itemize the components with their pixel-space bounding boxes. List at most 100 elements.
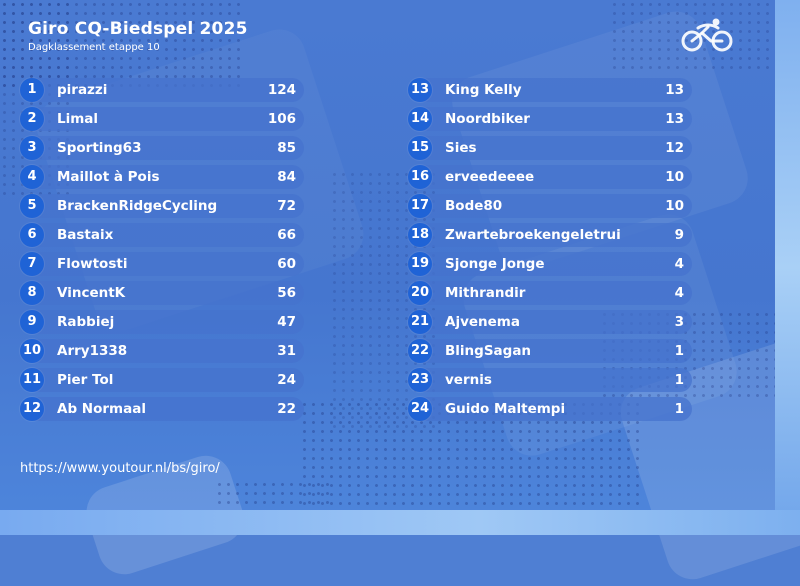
player-points: 1 — [674, 343, 684, 359]
standings-row: 18 Zwartebroekengeletrui 9 — [408, 223, 692, 247]
rank-badge: 11 — [20, 368, 44, 392]
standings-row: 17 Bode80 10 — [408, 194, 692, 218]
rank-badge: 4 — [20, 165, 44, 189]
player-points: 72 — [277, 198, 296, 214]
rank-badge: 15 — [408, 136, 432, 160]
player-points: 56 — [277, 285, 296, 301]
player-points: 106 — [267, 111, 296, 127]
rank-badge: 7 — [20, 252, 44, 276]
player-name: King Kelly — [445, 82, 522, 98]
standings-row: 14 Noordbiker 13 — [408, 107, 692, 131]
rank-badge: 18 — [408, 223, 432, 247]
rank-badge: 12 — [20, 397, 44, 421]
standings-row: 11 Pier Tol 24 — [20, 368, 304, 392]
rank-badge: 14 — [408, 107, 432, 131]
standings-row: 23 vernis 1 — [408, 368, 692, 392]
player-name: BlingSagan — [445, 343, 532, 359]
player-points: 1 — [674, 372, 684, 388]
rank-badge: 19 — [408, 252, 432, 276]
player-name: erveedeeee — [445, 169, 535, 185]
player-points: 3 — [674, 314, 684, 330]
rank-badge: 5 — [20, 194, 44, 218]
player-points: 12 — [665, 140, 684, 156]
rank-badge: 6 — [20, 223, 44, 247]
player-name: vernis — [445, 372, 492, 388]
rank-badge: 24 — [408, 397, 432, 421]
player-name: pirazzi — [57, 82, 108, 98]
rank-badge: 21 — [408, 310, 432, 334]
player-name: Flowtosti — [57, 256, 128, 272]
right-border — [775, 0, 800, 535]
standings-row: 6 Bastaix 66 — [20, 223, 304, 247]
dot-pattern — [610, 0, 775, 70]
player-name: Maillot à Pois — [57, 169, 160, 185]
standings-row: 16 erveedeeee 10 — [408, 165, 692, 189]
player-points: 1 — [674, 401, 684, 417]
player-name: Rabbiej — [57, 314, 115, 330]
standings-row: 20 Mithrandir 4 — [408, 281, 692, 305]
player-name: Ab Normaal — [57, 401, 146, 417]
player-points: 66 — [277, 227, 296, 243]
rank-badge: 3 — [20, 136, 44, 160]
player-points: 22 — [277, 401, 296, 417]
rank-badge: 17 — [408, 194, 432, 218]
page-title: Giro CQ-Biedspel 2025 — [28, 19, 248, 39]
player-name: Pier Tol — [57, 372, 114, 388]
rank-badge: 23 — [408, 368, 432, 392]
standings-row: 3 Sporting63 85 — [20, 136, 304, 160]
standings-row: 8 VincentK 56 — [20, 281, 304, 305]
standings-row: 24 Guido Maltempi 1 — [408, 397, 692, 421]
player-points: 9 — [674, 227, 684, 243]
standings-row: 21 Ajvenema 3 — [408, 310, 692, 334]
player-points: 24 — [277, 372, 296, 388]
player-name: Zwartebroekengeletrui — [445, 227, 621, 243]
rank-badge: 2 — [20, 107, 44, 131]
standings-row: 7 Flowtosti 60 — [20, 252, 304, 276]
standings-row: 9 Rabbiej 47 — [20, 310, 304, 334]
player-points: 10 — [665, 198, 684, 214]
rank-badge: 16 — [408, 165, 432, 189]
player-points: 47 — [277, 314, 296, 330]
player-points: 31 — [277, 343, 296, 359]
standings-row: 22 BlingSagan 1 — [408, 339, 692, 363]
rank-badge: 8 — [20, 281, 44, 305]
player-name: Ajvenema — [445, 314, 520, 330]
player-points: 4 — [674, 285, 684, 301]
player-name: Guido Maltempi — [445, 401, 566, 417]
rank-badge: 20 — [408, 281, 432, 305]
bottom-border — [0, 510, 800, 535]
rank-badge: 10 — [20, 339, 44, 363]
rank-badge: 9 — [20, 310, 44, 334]
player-points: 13 — [665, 82, 684, 98]
player-name: Limal — [57, 111, 99, 127]
standings-row: 19 Sjonge Jonge 4 — [408, 252, 692, 276]
player-points: 4 — [674, 256, 684, 272]
player-name: Arry1338 — [57, 343, 128, 359]
player-name: Sies — [445, 140, 477, 156]
standings-row: 4 Maillot à Pois 84 — [20, 165, 304, 189]
footer-url[interactable]: https://www.youtour.nl/bs/giro/ — [20, 461, 220, 476]
standings-row: 1 pirazzi 124 — [20, 78, 304, 102]
player-name: Bastaix — [57, 227, 114, 243]
player-points: 84 — [277, 169, 296, 185]
player-points: 60 — [277, 256, 296, 272]
standings-row: 2 Limal 106 — [20, 107, 304, 131]
rank-badge: 22 — [408, 339, 432, 363]
player-name: Sporting63 — [57, 140, 142, 156]
standings-row: 10 Arry1338 31 — [20, 339, 304, 363]
rank-badge: 1 — [20, 78, 44, 102]
rank-badge: 13 — [408, 78, 432, 102]
standings-row: 5 BrackenRidgeCycling 72 — [20, 194, 304, 218]
player-points: 85 — [277, 140, 296, 156]
page-subtitle: Dagklassement etappe 10 — [28, 42, 160, 53]
player-name: Mithrandir — [445, 285, 526, 301]
player-name: Bode80 — [445, 198, 503, 214]
standings-row: 13 King Kelly 13 — [408, 78, 692, 102]
player-name: Sjonge Jonge — [445, 256, 545, 272]
standings-row: 12 Ab Normaal 22 — [20, 397, 304, 421]
player-points: 13 — [665, 111, 684, 127]
cyclist-icon — [678, 14, 736, 54]
dot-pattern — [0, 0, 240, 90]
player-name: VincentK — [57, 285, 126, 301]
standings-row: 15 Sies 12 — [408, 136, 692, 160]
